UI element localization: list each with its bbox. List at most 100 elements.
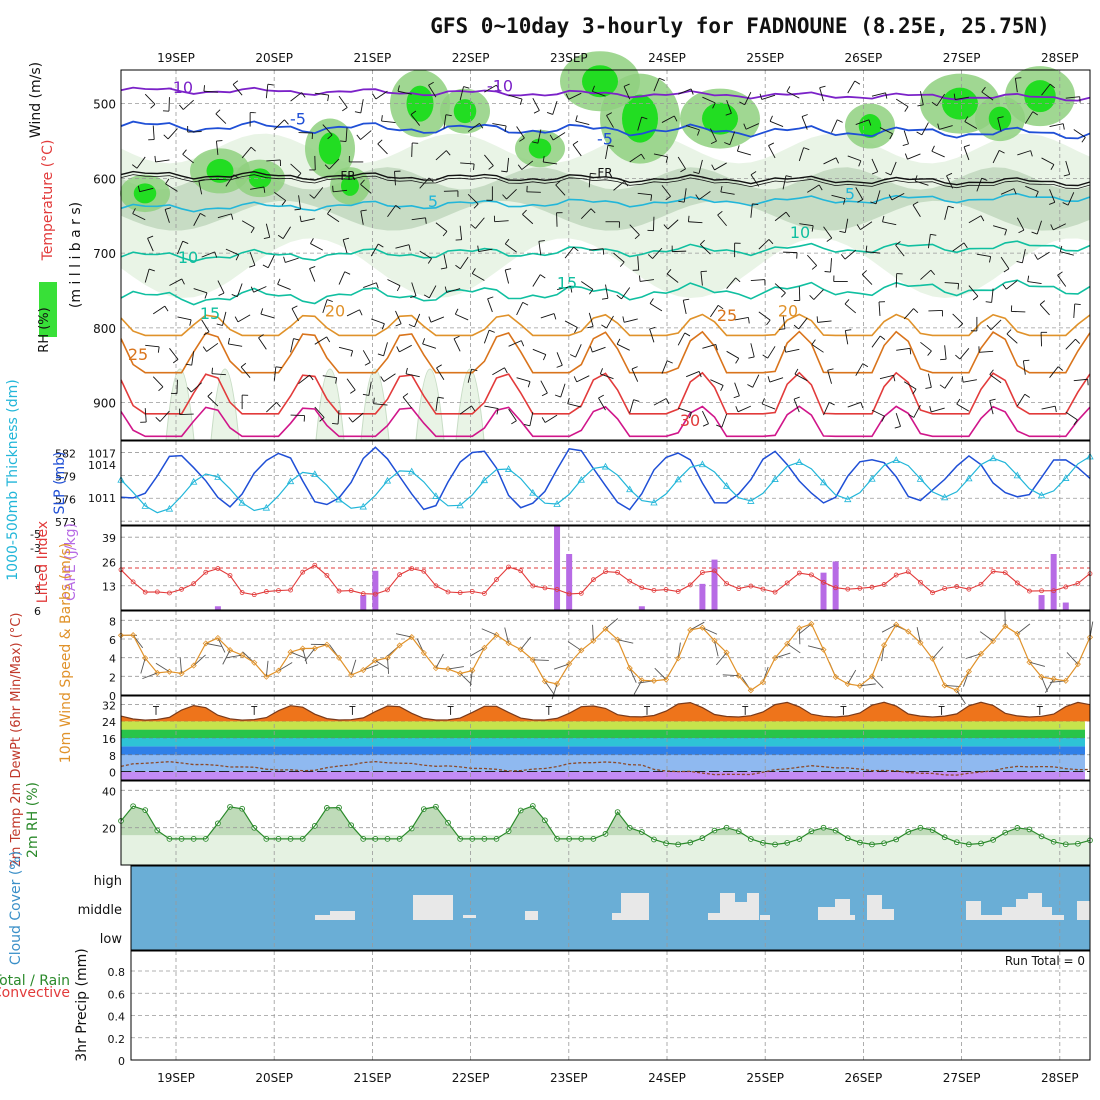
wind-barb-flag bbox=[980, 215, 985, 222]
wind-barb-flag bbox=[260, 308, 264, 315]
lifted-index-marker bbox=[227, 573, 233, 578]
wind-barb bbox=[1006, 280, 1018, 290]
wind-barb bbox=[734, 317, 749, 321]
wind-barb-flag bbox=[502, 194, 507, 200]
wind-barb bbox=[494, 220, 509, 223]
wind-barb bbox=[823, 157, 837, 165]
surface-wind-barb bbox=[363, 664, 379, 671]
cape-bar bbox=[711, 559, 718, 610]
bottom-date-label: 26SEP bbox=[845, 1071, 883, 1085]
wind-barb bbox=[250, 186, 264, 190]
wind-barb-flag bbox=[908, 414, 915, 418]
wind-barb-flag bbox=[1013, 188, 1017, 195]
thickness-marker bbox=[771, 475, 779, 482]
wind-barb-flag bbox=[155, 417, 161, 422]
wind-barb-flag bbox=[750, 171, 757, 176]
wind-barb bbox=[167, 128, 178, 140]
thickness-marker bbox=[965, 474, 973, 482]
wind-barb bbox=[637, 256, 640, 271]
surface-wind-barb bbox=[395, 633, 412, 638]
wind-barb bbox=[492, 367, 505, 376]
wind-barb bbox=[891, 192, 905, 201]
wind-barb-flag bbox=[496, 84, 500, 91]
lifted-index-marker bbox=[179, 586, 184, 592]
slp-tick: 1014 bbox=[88, 459, 116, 472]
bottom-date-label: 24SEP bbox=[648, 1071, 686, 1085]
surface-wind-barb bbox=[774, 652, 791, 659]
wind-barb bbox=[631, 368, 639, 382]
thickness-line bbox=[120, 455, 1091, 514]
wind-barb-flag bbox=[575, 115, 578, 122]
wind-barb-flag bbox=[747, 384, 753, 388]
wind-barb-flag bbox=[931, 101, 938, 107]
surface-wind-barb bbox=[532, 659, 549, 661]
wind-barb-flag bbox=[360, 209, 367, 212]
wind-barb-flag bbox=[232, 80, 239, 85]
wind-barb bbox=[556, 286, 571, 290]
cloud-bar bbox=[525, 911, 538, 920]
lifted-index-marker bbox=[203, 569, 209, 575]
wind-barb-flag bbox=[956, 398, 961, 405]
wind-barb bbox=[903, 308, 914, 320]
wind-barb bbox=[979, 350, 994, 353]
wind-barb bbox=[1073, 129, 1086, 138]
wind-speed-marker bbox=[917, 639, 924, 646]
chart-title: GFS 0~10day 3-hourly for FADNOUNE (8.25E… bbox=[430, 14, 1050, 38]
wind-barb bbox=[686, 125, 700, 131]
wind-barb bbox=[322, 299, 328, 314]
wind-barb bbox=[831, 194, 846, 200]
cloud-bar bbox=[1028, 893, 1042, 920]
wind-barb bbox=[606, 115, 614, 128]
wind-barb bbox=[191, 351, 195, 366]
surface-wind-barb bbox=[302, 648, 308, 665]
wind-barb-flag bbox=[344, 271, 351, 275]
wind-barb-flag bbox=[687, 215, 690, 222]
wind-barb bbox=[649, 303, 663, 312]
bottom-date-label: 25SEP bbox=[746, 1071, 784, 1085]
rh-patch-core bbox=[858, 114, 882, 139]
wind-barb-flag bbox=[736, 145, 740, 152]
wind-barb bbox=[346, 309, 360, 317]
pressure-units-label: (m i l l i b a r s) bbox=[68, 202, 84, 308]
cape-bar bbox=[638, 606, 645, 610]
wind-barb-flag bbox=[227, 337, 230, 344]
top-date-label: 19SEP bbox=[157, 51, 195, 65]
wind-barb-flag bbox=[410, 295, 417, 298]
temperature-tick: 0 bbox=[109, 767, 116, 780]
temperature-band bbox=[121, 721, 1085, 730]
lifted-index-marker bbox=[590, 577, 596, 583]
wind-barb bbox=[890, 161, 897, 176]
wind-barb bbox=[860, 221, 873, 230]
surface-wind-barb bbox=[1029, 661, 1046, 667]
thickness-tick: 582 bbox=[55, 447, 76, 460]
rh-column bbox=[315, 368, 345, 441]
wind-barb bbox=[371, 318, 385, 325]
surface-wind-barb bbox=[859, 683, 876, 687]
wind-barb bbox=[844, 330, 849, 345]
wind-barb bbox=[592, 90, 606, 97]
wind-barb-flag bbox=[673, 115, 678, 122]
wind-barb bbox=[211, 373, 226, 376]
wind-barb bbox=[613, 252, 625, 263]
wind-barb bbox=[484, 84, 497, 93]
wind-barb-flag bbox=[879, 335, 886, 341]
wind-barb-flag bbox=[623, 181, 629, 187]
wind-barb-flag bbox=[678, 200, 685, 203]
wind-barb-flag bbox=[811, 339, 816, 345]
cloud-bar bbox=[1016, 899, 1028, 920]
wind-barb-flag bbox=[523, 423, 531, 427]
cloud-bar bbox=[966, 901, 981, 920]
rh-patch-core bbox=[942, 87, 978, 120]
wind-barb-flag bbox=[479, 123, 484, 129]
wind-barb bbox=[394, 171, 396, 186]
wind-barb bbox=[931, 407, 945, 413]
cloud-bar bbox=[850, 915, 855, 920]
wind-barb-flag bbox=[293, 338, 300, 341]
top-date-label: 24SEP bbox=[648, 51, 686, 65]
cloud-bar bbox=[880, 909, 894, 920]
cloud-bar bbox=[708, 913, 720, 920]
isotherm-label: -5 bbox=[597, 130, 613, 149]
top-date-label: 25SEP bbox=[746, 51, 784, 65]
wind-barb-flag bbox=[267, 83, 274, 86]
wind-barb bbox=[921, 122, 929, 136]
